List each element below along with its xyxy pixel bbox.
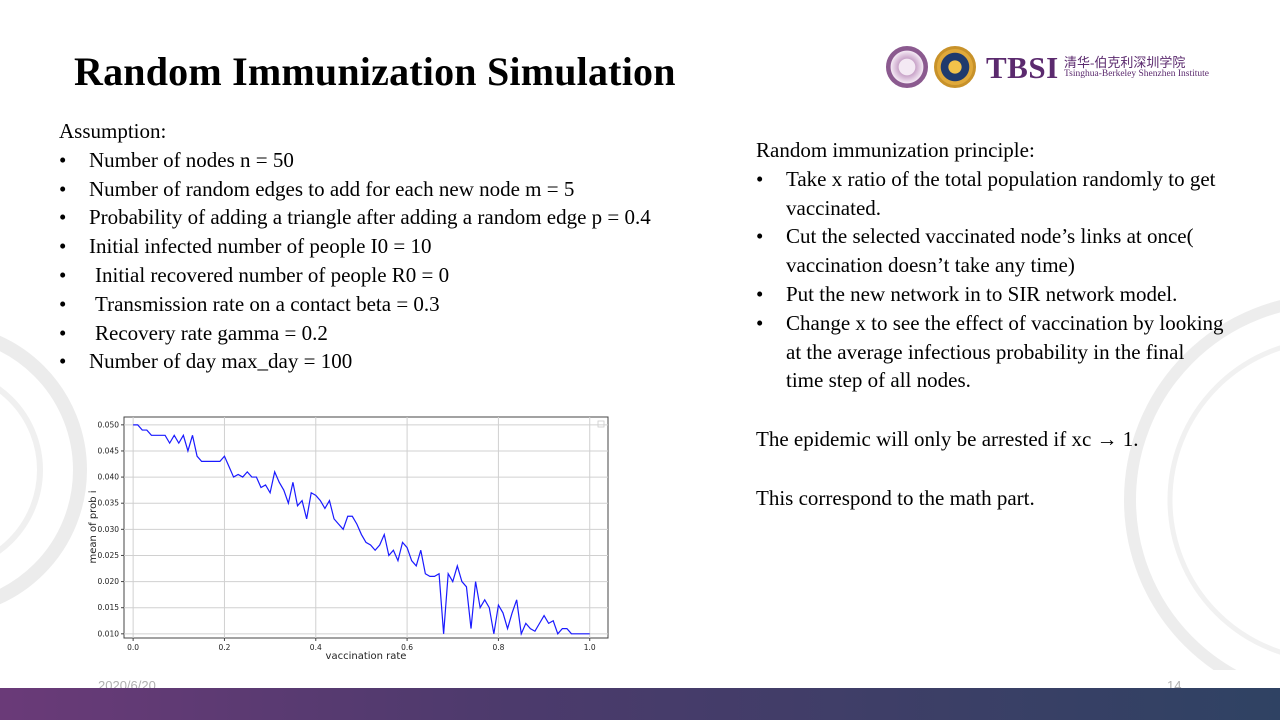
x-axis-label: vaccination rate	[326, 651, 407, 662]
principle-item: Put the new network in to SIR network mo…	[756, 280, 1226, 309]
principle-heading: Random immunization principle:	[756, 138, 1035, 162]
tick-labels: 0.0 0.2 0.4 0.6 0.8 1.0 0.010 0.015 0.020 0.025 0.…	[98, 420, 596, 652]
y-tick-label: 0.025	[98, 551, 120, 560]
assumption-item: Initial infected number of people I0 = 1…	[59, 232, 759, 261]
plot-area	[123, 416, 609, 639]
assumption-item: Recovery rate gamma = 0.2	[59, 319, 759, 348]
institute-chinese-name: 清华-伯克利深圳学院	[1064, 55, 1186, 70]
institute-english-name: Tsinghua-Berkeley Shenzhen Institute	[1064, 69, 1209, 79]
y-tick-label: 0.010	[98, 629, 120, 638]
slide-title: Random Immunization Simulation	[74, 49, 676, 94]
assumption-item: Transmission rate on a contact beta = 0.…	[59, 290, 759, 319]
y-tick-label: 0.020	[98, 577, 120, 586]
legend-box	[597, 420, 605, 428]
x-tick-label: 0.6	[401, 643, 413, 652]
conclusion-text: The epidemic will only be arrested if xc…	[756, 427, 1139, 452]
assumption-item: Initial recovered number of people R0 = …	[59, 261, 759, 290]
y-tick-label: 0.045	[98, 446, 120, 455]
y-tick-label: 0.030	[98, 525, 120, 534]
tsinghua-seal-icon	[886, 46, 928, 88]
x-tick-label: 0.4	[310, 643, 322, 652]
assumption-heading: Assumption:	[59, 119, 167, 143]
y-axis-label: mean of prob i	[88, 490, 99, 563]
series-line	[133, 424, 590, 637]
math-note-text: This correspond to the math part.	[756, 485, 1035, 510]
x-tick-label: 0.0	[127, 643, 139, 652]
principle-list: Take x ratio of the total population ran…	[756, 165, 1226, 395]
y-tick-label: 0.015	[98, 603, 120, 612]
x-tick-label: 0.8	[492, 643, 504, 652]
tbsi-wordmark: TBSI	[986, 50, 1059, 85]
y-tick-label: 0.035	[98, 499, 120, 508]
assumption-section: Assumption: Number of nodes n = 50 Numbe…	[59, 117, 759, 376]
x-tick-label: 1.0	[584, 643, 596, 652]
principle-item: Take x ratio of the total population ran…	[756, 165, 1226, 223]
x-tick-label: 0.2	[218, 643, 230, 652]
y-tick-label: 0.050	[98, 420, 120, 429]
principle-item: Change x to see the effect of vaccinatio…	[756, 309, 1226, 395]
institute-logo: TBSI 清华-伯克利深圳学院 Tsinghua-Berkeley Shenzh…	[884, 44, 1224, 92]
berkeley-seal-icon	[934, 46, 976, 88]
assumption-item: Number of day max_day = 100	[59, 347, 759, 376]
assumption-list: Number of nodes n = 50 Number of random …	[59, 146, 759, 376]
vaccination-chart: 0.0 0.2 0.4 0.6 0.8 1.0 0.010 0.015 0.020 0.025 0.…	[84, 410, 614, 666]
data-line	[133, 424, 590, 637]
footer-band	[0, 688, 1280, 720]
grid-lines	[124, 417, 608, 638]
assumption-item: Number of nodes n = 50	[59, 146, 759, 175]
chart-svg: 0.0 0.2 0.4 0.6 0.8 1.0 0.010 0.015 0.020 0.025 0.…	[88, 416, 609, 662]
assumption-item: Number of random edges to add for each n…	[59, 175, 759, 204]
assumption-item: Probability of adding a triangle after a…	[59, 203, 759, 232]
principle-item: Cut the selected vaccinated node’s links…	[756, 222, 1226, 280]
principle-section: Random immunization principle: Take x ra…	[756, 136, 1226, 513]
y-tick-label: 0.040	[98, 473, 120, 482]
